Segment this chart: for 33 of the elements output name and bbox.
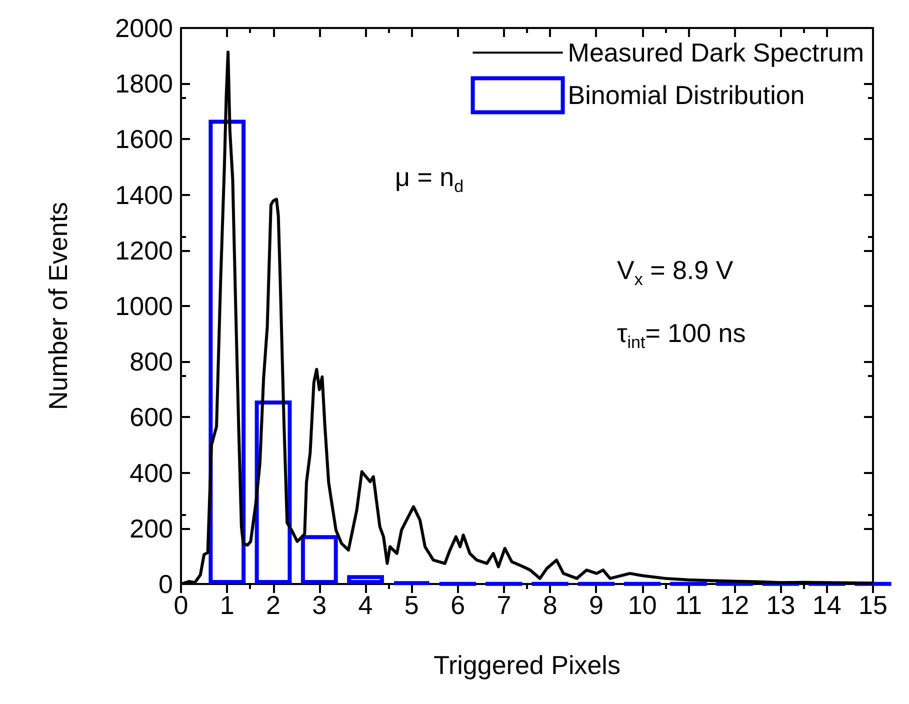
x-tick-label: 6 [450,590,466,620]
y-tick-label: 1000 [115,291,173,321]
y-tick-label: 1200 [115,235,173,266]
x-tick-label: 7 [496,590,512,620]
annotation: V$_{x}$ = 8.9 V [617,255,734,290]
y-tick-label: 200 [130,513,173,544]
x-tick-label: 9 [588,590,604,620]
x-tick-label: 10 [628,590,657,620]
x-tick-label: 2 [266,590,280,620]
y-tick-label: 800 [130,346,173,377]
legend-label: Measured Dark Spectrum [568,38,864,68]
x-tick-label: 1 [220,590,234,620]
x-tick-label: 15 [858,590,888,620]
x-tick-label: 13 [766,590,796,620]
y-tick-label: 1400 [115,180,173,210]
y-tick-label: 600 [130,402,173,432]
y-tick-label: 0 [158,569,173,599]
y-tick-label: 2000 [115,13,173,43]
x-axis-title: Triggered Pixels [434,650,620,680]
y-tick-label: 1800 [115,68,173,99]
x-tick-label: 3 [312,590,327,620]
x-tick-label: 4 [358,590,373,620]
annotation: μ = n$_{d}$ [395,162,464,198]
x-tick-label: 12 [720,590,750,620]
y-axis-title: Number of Events [43,202,73,410]
x-tick-label: 8 [542,590,558,620]
y-tick-label: 400 [130,458,173,488]
annotation: τ$_{int}$= 100 ns [617,318,746,354]
x-tick-label: 5 [404,590,419,620]
x-tick-label: 14 [812,590,842,620]
x-tick-label: 11 [674,590,702,620]
y-tick-label: 1600 [115,124,173,154]
legend-label: Binomial Distribution [568,80,805,110]
